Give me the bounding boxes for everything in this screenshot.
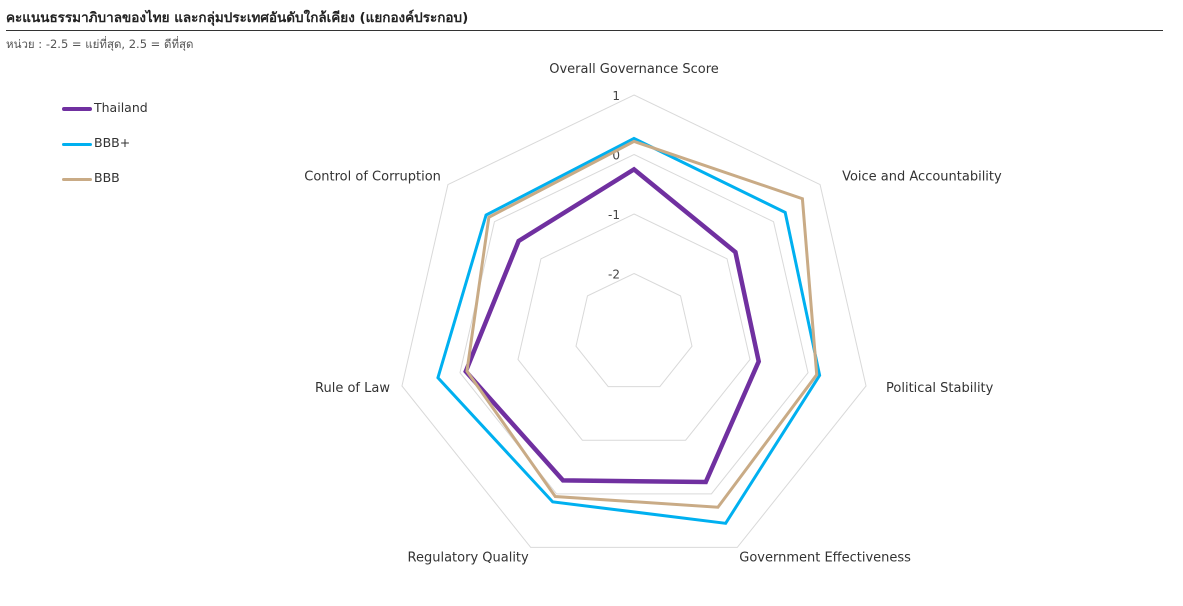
grid-ring <box>575 272 693 388</box>
tick-label: 1 <box>612 89 620 103</box>
series-line-thailand <box>463 166 762 485</box>
grid-ring <box>517 213 751 441</box>
tick-label: -1 <box>608 208 620 222</box>
legend-label-thailand: Thailand <box>94 100 148 115</box>
legend-swatch-bbb <box>62 178 92 181</box>
axis-label: Control of Corruption <box>304 170 441 185</box>
axis-label: Rule of Law <box>315 381 390 396</box>
series-line-bbb <box>436 136 822 525</box>
axis-label: Voice and Accountability <box>842 170 1002 185</box>
grid-ring <box>401 94 867 548</box>
axis-label: Regulatory Quality <box>408 550 529 565</box>
legend-swatch-bbb-plus <box>62 143 92 146</box>
axis-label: Political Stability <box>886 381 994 396</box>
unit-note: หน่วย : -2.5 = แย่ที่สุด, 2.5 = ดีที่สุด <box>6 37 194 51</box>
tick-label: -2 <box>608 268 620 282</box>
title-divider <box>6 30 1163 31</box>
series-line-bbb <box>465 139 819 509</box>
axis-label: Government Effectiveness <box>739 550 911 565</box>
tick-label: 0 <box>612 149 620 163</box>
legend-label-bbb: BBB <box>94 170 120 185</box>
chart-title: คะแนนธรรมาภิบาลของไทย และกลุ่มประเทศอันด… <box>6 10 469 26</box>
legend-swatch-thailand <box>62 107 92 111</box>
legend-label-bbb-plus: BBB+ <box>94 135 131 150</box>
axis-label: Overall Governance Score <box>549 62 719 77</box>
grid-ring <box>459 153 809 495</box>
